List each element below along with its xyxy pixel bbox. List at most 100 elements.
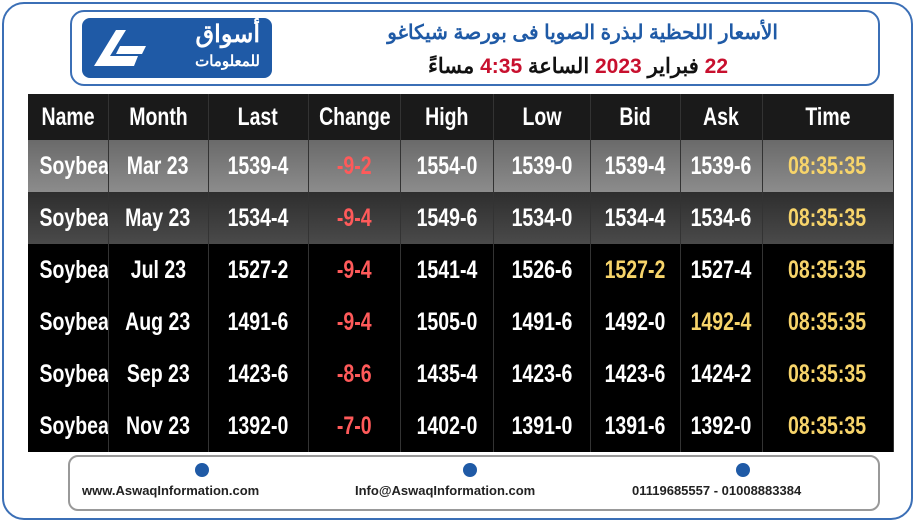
column-header: Time <box>762 94 894 140</box>
column-header-text: Last <box>237 102 279 131</box>
cell-text: 1527-2 <box>604 255 666 284</box>
table-cell: 08:35:35 <box>762 400 894 452</box>
table-cell: 1424-2 <box>680 348 763 400</box>
table-cell: 1554-0 <box>400 140 494 192</box>
table-cell: 1491-6 <box>208 296 309 348</box>
table-cell: 1492-0 <box>590 296 681 348</box>
subtitle-part: مساءً <box>428 55 475 78</box>
table-cell: Soybean <box>28 348 109 400</box>
cell-text: 1526-6 <box>511 255 572 284</box>
table-cell: -9-4 <box>308 296 401 348</box>
cell-text: Soybean <box>39 255 108 284</box>
cell-text: 1505-0 <box>416 307 477 336</box>
website: www.AswaqInformation.com <box>82 483 260 498</box>
table-cell: May 23 <box>108 192 209 244</box>
column-header: Change <box>308 94 401 140</box>
table-cell: Soybean <box>28 192 109 244</box>
column-header-text: Low <box>522 102 561 131</box>
column-header: Month <box>108 94 209 140</box>
column-header: Ask <box>680 94 763 140</box>
table-cell: -9-4 <box>308 244 401 296</box>
column-header: Name <box>28 94 109 140</box>
table-cell: 1534-4 <box>208 192 309 244</box>
table-row: Soybean May 23 1534-4 -9-4 1549-6 1534-0 1534-… <box>28 192 894 244</box>
cell-text: -9-4 <box>336 203 372 232</box>
cell-text: 1554-0 <box>416 151 477 180</box>
cell-text: -8-6 <box>336 359 372 388</box>
cell-text: 1424-2 <box>690 359 752 388</box>
table-cell: 1392-0 <box>680 400 763 452</box>
table-cell: 1539-4 <box>590 140 681 192</box>
table-row: Soybean Sep 23 1423-6 -8-6 1435-4 1423-6 1423-… <box>28 348 894 400</box>
table-cell: -9-4 <box>308 192 401 244</box>
cell-text: 1492-0 <box>604 307 666 336</box>
column-header-text: Time <box>804 102 851 131</box>
cell-text: 1423-6 <box>604 359 666 388</box>
table-cell: 1539-6 <box>680 140 763 192</box>
column-header: Low <box>493 94 591 140</box>
subtitle-part: الساعة <box>528 55 590 78</box>
table-cell: 1527-2 <box>590 244 681 296</box>
email: Info@AswaqInformation.com <box>355 483 536 498</box>
cell-text: -9-4 <box>336 307 372 336</box>
cell-text: 08:35:35 <box>788 203 867 232</box>
price-table: Name Month Last Change High Low Bid Ask Time Soy… <box>28 94 894 452</box>
table-cell: 1423-6 <box>493 348 591 400</box>
phone-icon <box>736 463 750 477</box>
column-header: High <box>400 94 494 140</box>
table-cell: 1491-6 <box>493 296 591 348</box>
cell-text: 1435-4 <box>416 359 477 388</box>
column-header: Bid <box>590 94 681 140</box>
cell-text: Soybean <box>39 151 108 180</box>
title: الأسعار اللحظية لبذرة الصويا فى بورصة شي… <box>387 22 778 44</box>
table-cell: 1391-0 <box>493 400 591 452</box>
column-header-text: Ask <box>703 102 739 131</box>
table-cell: 1539-4 <box>208 140 309 192</box>
table-cell: 1423-6 <box>208 348 309 400</box>
cell-text: 1539-4 <box>604 151 666 180</box>
cell-text: 1392-0 <box>227 411 289 440</box>
table-cell: Soybean <box>28 400 109 452</box>
cell-text: 1491-6 <box>227 307 289 336</box>
cell-text: 1391-6 <box>604 411 666 440</box>
table-cell: 1391-6 <box>590 400 681 452</box>
table-cell: Jul 23 <box>108 244 209 296</box>
subtitle-part: 2023 <box>595 55 642 78</box>
table-cell: 08:35:35 <box>762 296 894 348</box>
table-row: Soybean Mar 23 1539-4 -9-2 1554-0 1539-0 1539-… <box>28 140 894 192</box>
cell-text: 08:35:35 <box>788 411 867 440</box>
logo-tagline: للمعلومات <box>195 53 260 70</box>
table-cell: 1423-6 <box>590 348 681 400</box>
cell-text: Mar 23 <box>127 151 189 180</box>
cell-text: Soybean <box>39 411 108 440</box>
column-header-text: Name <box>41 102 95 131</box>
table-cell: Soybean <box>28 296 109 348</box>
cell-text: 1541-4 <box>416 255 477 284</box>
table-cell: 1492-4 <box>680 296 763 348</box>
table-row: Soybean Nov 23 1392-0 -7-0 1402-0 1391-0 1391-… <box>28 400 894 452</box>
cell-text: 1527-2 <box>227 255 289 284</box>
cell-text: 1534-6 <box>690 203 752 232</box>
table-cell: 1534-6 <box>680 192 763 244</box>
table-cell: Aug 23 <box>108 296 209 348</box>
table-cell: 1534-0 <box>493 192 591 244</box>
cell-text: Soybean <box>39 307 108 336</box>
footer: www.AswaqInformation.com Info@AswaqInfor… <box>68 455 880 511</box>
cell-text: 1491-6 <box>511 307 572 336</box>
table-cell: 08:35:35 <box>762 140 894 192</box>
cell-text: 1539-6 <box>690 151 752 180</box>
cell-text: Soybean <box>39 203 108 232</box>
cell-text: 1392-0 <box>690 411 752 440</box>
cell-text: 1534-0 <box>511 203 572 232</box>
table-cell: 1541-4 <box>400 244 494 296</box>
cell-text: Jul 23 <box>130 255 186 284</box>
table-cell: -8-6 <box>308 348 401 400</box>
cell-text: Soybean <box>39 359 108 388</box>
cell-text: Aug 23 <box>125 307 191 336</box>
cell-text: 1492-4 <box>690 307 752 336</box>
email-icon <box>463 463 477 477</box>
cell-text: 1549-6 <box>416 203 477 232</box>
table-cell: 1435-4 <box>400 348 494 400</box>
table-cell: Soybean <box>28 244 109 296</box>
